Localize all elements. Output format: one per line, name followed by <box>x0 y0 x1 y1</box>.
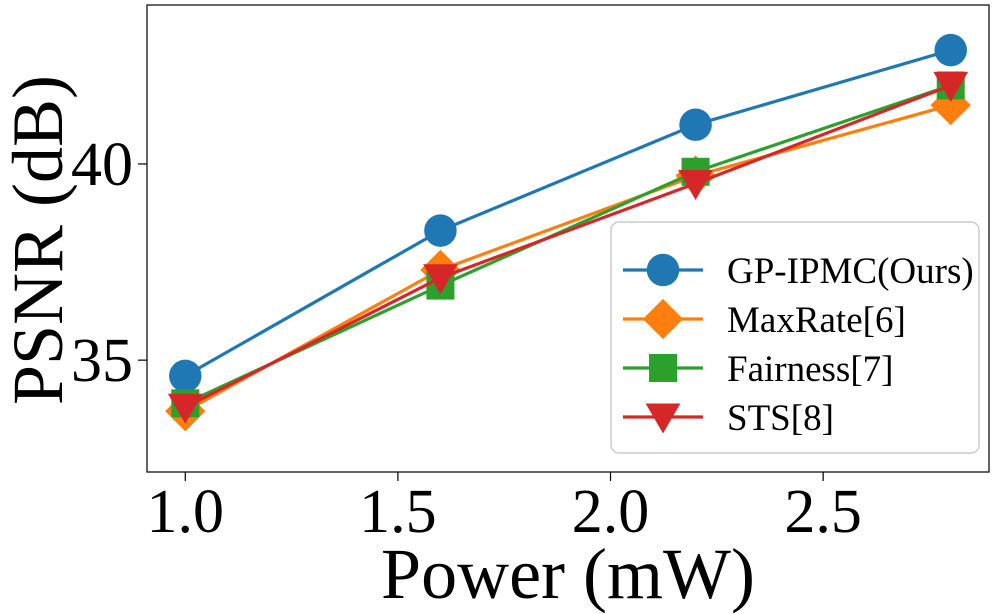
series-line <box>184 103 952 413</box>
data-point <box>169 359 202 393</box>
y-tick-label: 40 <box>71 131 133 199</box>
series-0 <box>169 33 967 393</box>
legend-marker <box>649 354 677 382</box>
legend-label: MaxRate[6] <box>727 300 906 341</box>
data-point <box>679 108 712 141</box>
plot-layer <box>165 33 971 432</box>
data-point <box>934 33 967 67</box>
y-tick-label: 35 <box>71 327 133 395</box>
x-axis: 1.0 1.5 2.0 2.5 <box>147 472 862 546</box>
series-line <box>184 83 952 405</box>
plot-frame <box>146 4 990 473</box>
series-3 <box>167 71 969 424</box>
series-line <box>184 48 952 378</box>
x-tick-label: 2.0 <box>572 478 650 546</box>
legend: GP-IPMC(Ours) MaxRate[6] Fairness[7] STS[8] <box>610 221 980 454</box>
legend-entry: Fairness[7] <box>623 349 893 390</box>
data-point <box>167 393 203 424</box>
x-tick-label: 1.5 <box>359 478 437 546</box>
x-tick-label: 2.5 <box>784 478 862 546</box>
legend-entry: MaxRate[6] <box>623 298 906 341</box>
x-axis-label: Power (mW) <box>381 534 755 614</box>
series-line <box>184 83 952 409</box>
legend-entry: GP-IPMC(Ours) <box>623 251 974 292</box>
legend-marker <box>642 298 684 340</box>
legend-label: GP-IPMC(Ours) <box>727 251 974 292</box>
legend-marker <box>645 403 681 434</box>
legend-label: Fairness[7] <box>727 349 893 390</box>
data-point <box>424 214 457 247</box>
x-tick-label: 1.0 <box>147 478 225 546</box>
legend-marker <box>646 253 680 287</box>
y-axis-label: PSNR (dB) <box>0 75 78 405</box>
legend-frame <box>610 221 980 454</box>
data-point <box>678 170 713 201</box>
data-point <box>933 71 969 102</box>
legend-label: STS[8] <box>727 398 834 439</box>
legend-entry: STS[8] <box>623 398 834 439</box>
y-axis: 35 40 <box>71 131 147 395</box>
data-point <box>423 264 458 295</box>
